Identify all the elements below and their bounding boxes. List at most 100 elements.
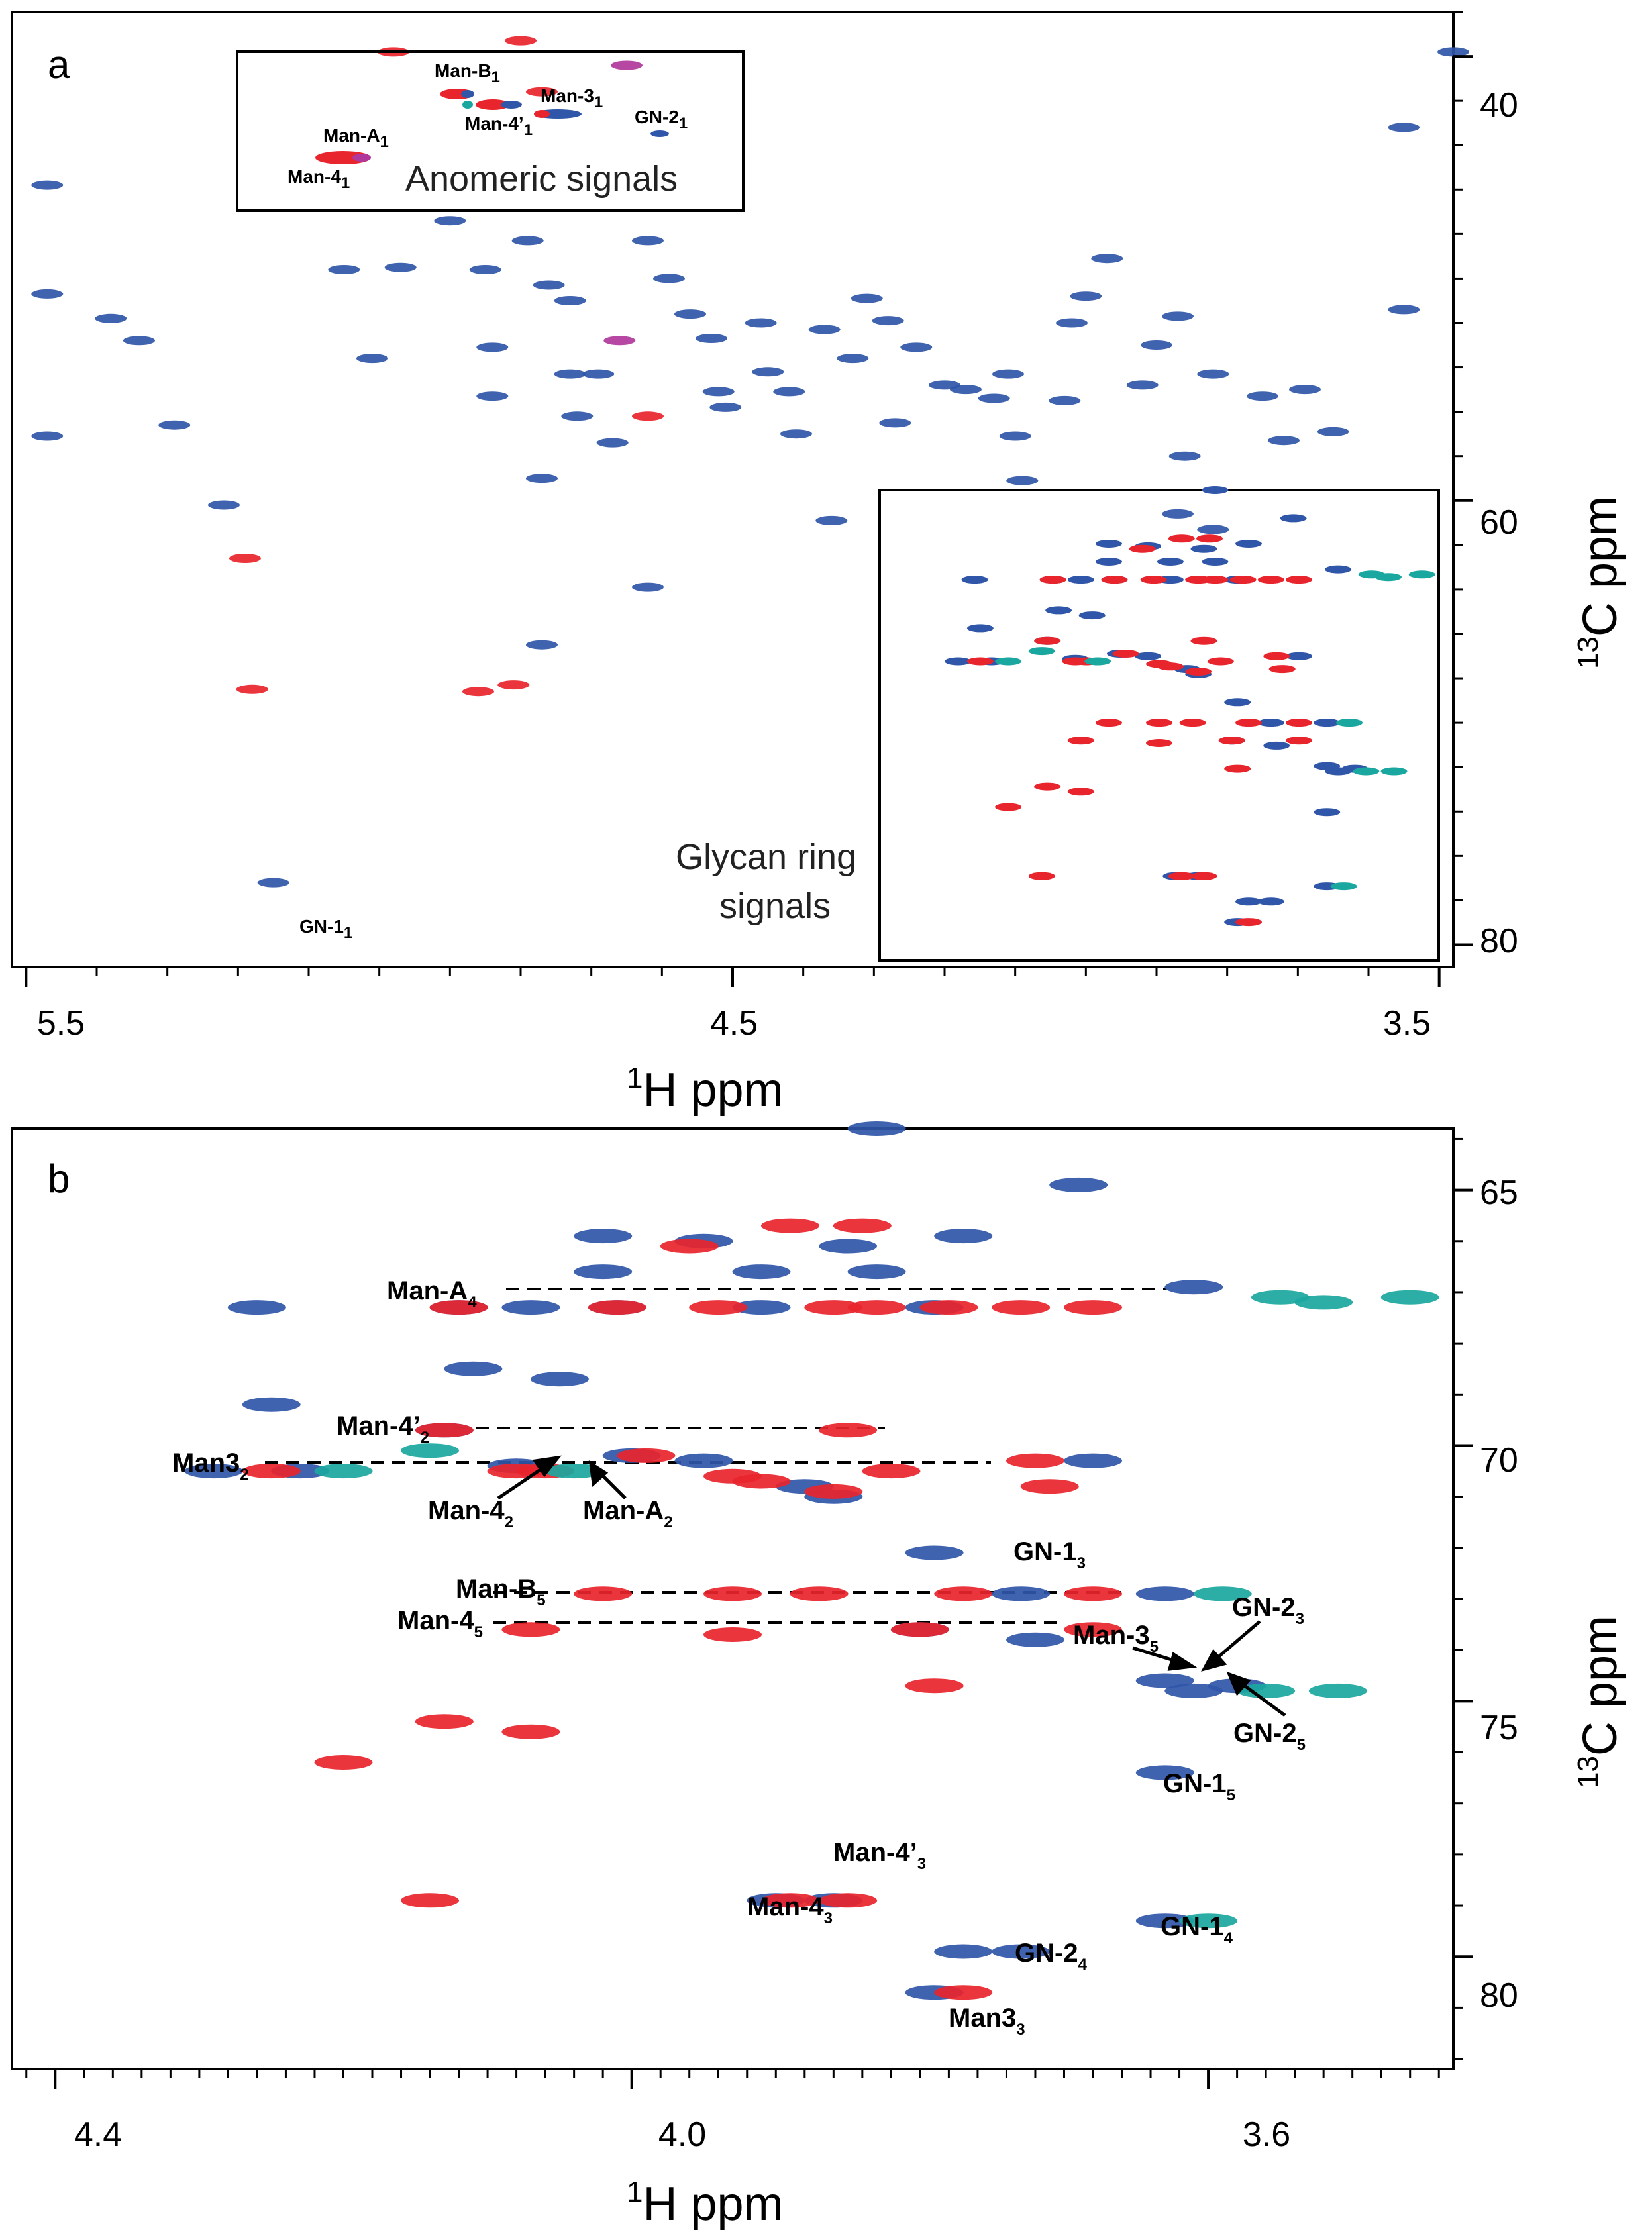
cross-peak-cyan <box>544 1464 603 1479</box>
inset-peak-red <box>1112 650 1139 658</box>
inset-peak-cyan <box>1408 570 1435 579</box>
inset-peak-red <box>1229 576 1257 584</box>
label-man-3-5: Man-35 <box>1073 1621 1159 1656</box>
inset-peak-blue <box>1235 897 1262 906</box>
cross-peak-blue <box>934 1229 993 1244</box>
cross-peak-blue <box>709 402 742 412</box>
inset-peak-red <box>1257 576 1284 584</box>
cross-peak-blue <box>837 354 869 364</box>
cross-peak-blue <box>1049 1177 1108 1192</box>
cross-peak-blue <box>1388 305 1420 315</box>
cross-peak-blue <box>356 354 388 364</box>
label-gn-1-3: GN-13 <box>1013 1537 1086 1572</box>
anomeric-inset-peaks <box>315 89 669 164</box>
cross-peak-red <box>617 1448 676 1463</box>
inset-peak-red <box>995 803 1022 811</box>
cross-peak-red <box>833 1218 892 1233</box>
cross-peak-blue <box>574 1229 633 1244</box>
cross-peak-red <box>1064 1300 1122 1315</box>
cross-peak-blue <box>95 313 127 323</box>
panel-a-letter: a <box>48 42 70 87</box>
cross-peak-red <box>934 1586 993 1601</box>
inset-peak-blue <box>1325 565 1352 574</box>
cross-peak-cyan <box>1193 1586 1252 1601</box>
inset-peak-red <box>1168 534 1195 543</box>
cross-peak-blue <box>773 387 805 397</box>
arrow-man-4-2-head <box>532 1455 562 1478</box>
cross-peak-blue <box>808 325 841 334</box>
label-man-4prime-1: Man-4’1 <box>465 113 533 139</box>
cross-peak-blue <box>1006 476 1039 485</box>
cross-peak-blue <box>533 280 565 290</box>
cross-peak-blue <box>1388 123 1420 132</box>
panel-b-ticks <box>25 1137 1473 2089</box>
panel-b: Man-A4 Man-4’2 Man32 Man-42 Man-A2 GN-13… <box>11 1121 1627 2231</box>
panel-b-y-tick-80: 80 <box>1480 1976 1518 2015</box>
panel-b-y-tick-65: 65 <box>1480 1174 1518 1212</box>
inset-peak-red <box>1157 662 1184 671</box>
inset-peak-red <box>1028 872 1055 880</box>
inset-peak-red <box>1179 719 1206 727</box>
inset-peak-blue <box>1314 719 1341 727</box>
inset-peak-cyan <box>1084 657 1111 666</box>
label-gn-2-3: GN-23 <box>1232 1593 1304 1628</box>
inset-peak-red <box>1286 576 1312 584</box>
cross-peak-blue <box>123 336 155 346</box>
cross-peak-magenta <box>611 60 643 70</box>
cross-peak-blue <box>674 1453 733 1468</box>
cross-peak-blue <box>1164 1280 1223 1295</box>
inset-peak-cyan <box>995 657 1022 666</box>
inset-peak-red <box>1140 576 1167 584</box>
cross-peak-blue <box>561 411 594 421</box>
label-gn-1-5: GN-15 <box>1163 1769 1235 1804</box>
inset-peak-blue <box>1202 558 1229 566</box>
cross-peak-blue <box>469 265 501 274</box>
cross-peak-blue <box>1049 395 1081 405</box>
cross-peak-blue <box>31 180 64 190</box>
cross-peak-red <box>1064 1622 1122 1637</box>
cross-peak-blue <box>992 1586 1051 1601</box>
cross-peak-red <box>314 1755 373 1770</box>
cross-peak-blue <box>511 236 544 246</box>
arrow-man-3-5-head <box>1167 1652 1198 1671</box>
inset-peak-blue <box>1280 514 1307 523</box>
label-gn-2-1: GN-21 <box>635 107 688 132</box>
cross-peak-blue <box>632 582 664 592</box>
arrow-gn-2-5-head <box>1226 1671 1251 1696</box>
inset-peak-red <box>1224 764 1251 773</box>
inset-peak-red <box>1129 544 1156 553</box>
glycan-ring-inset-label-line2: signals <box>719 886 831 926</box>
inset-peak-blue <box>1314 808 1341 817</box>
panel-b-letter: b <box>48 1156 70 1201</box>
cross-peak-blue <box>1197 369 1229 379</box>
cross-peak-red <box>1020 1479 1079 1494</box>
inset-peak-red <box>1067 788 1094 796</box>
anomeric-inset-label: Anomeric signals <box>405 159 678 199</box>
cross-peak-red <box>429 1300 488 1315</box>
cross-peak-blue <box>1168 451 1201 461</box>
inset-peak-cyan <box>1330 882 1357 891</box>
cross-peak-blue <box>31 431 64 441</box>
inset-peak-red <box>1202 576 1229 584</box>
cross-peak-red <box>919 1300 978 1315</box>
cross-peak-blue <box>992 1944 1051 1959</box>
cross-peak-red <box>890 1622 949 1637</box>
cross-peak-cyan <box>1237 1683 1296 1698</box>
inset-peak-red <box>1185 668 1212 676</box>
label-man-b1: Man-B1 <box>435 60 500 86</box>
inset-peak-blue <box>1096 558 1122 566</box>
label-man-4-2: Man-42 <box>428 1496 513 1531</box>
cross-peak-blue <box>1135 1586 1194 1601</box>
cross-peak-blue <box>745 318 777 328</box>
cross-peak-blue <box>554 296 586 305</box>
panel-a-cross-peaks <box>31 36 1469 888</box>
cross-peak-blue <box>257 878 289 888</box>
cross-peak-red <box>819 1893 878 1908</box>
cross-peak-red <box>415 1714 474 1729</box>
panel-b-x-tick-3.6: 3.6 <box>1243 2115 1290 2154</box>
label-man-b5: Man-B5 <box>456 1574 546 1609</box>
cross-peak-cyan <box>1251 1290 1310 1305</box>
cross-peak-red <box>1006 1453 1064 1468</box>
cross-peak-red <box>415 1423 474 1438</box>
cross-peak-blue <box>1197 525 1229 534</box>
